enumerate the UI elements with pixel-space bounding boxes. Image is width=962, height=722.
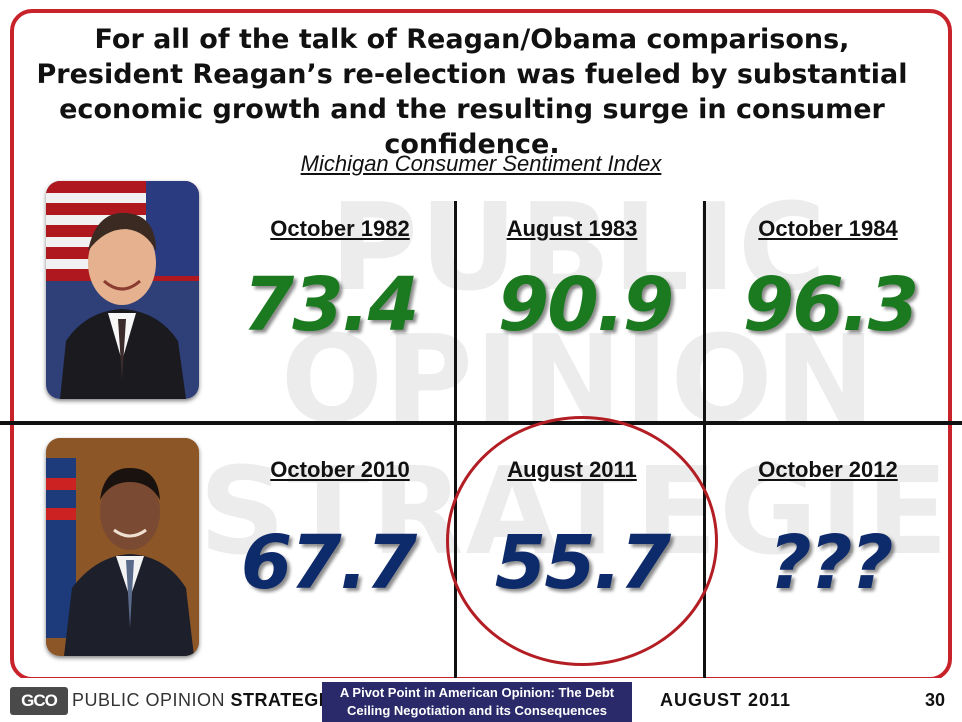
chart-subtitle: Michigan Consumer Sentiment Index: [300, 151, 662, 176]
divider-vertical-2: [703, 201, 706, 681]
reagan-value-2: 90.9: [497, 262, 675, 348]
obama-value-1: 67.7: [240, 520, 418, 606]
reagan-photo: [46, 181, 199, 399]
footer-title-line2: Ceiling Negotiation and its Consequences: [346, 703, 608, 718]
obama-label-1: October 2010: [270, 457, 410, 482]
brand-name: PUBLIC OPINION STRATEGIES: [72, 690, 349, 711]
reagan-label-1: October 1982: [270, 216, 410, 241]
footer-title: A Pivot Point in American Opinion: The D…: [322, 682, 632, 722]
divider-vertical-1: [454, 201, 457, 681]
footer-date: AUGUST 2011: [660, 690, 792, 710]
footer-title-line1: A Pivot Point in American Opinion: The D…: [339, 685, 615, 700]
headline: For all of the talk of Reagan/Obama comp…: [36, 24, 908, 160]
divider-horizontal: [0, 421, 962, 425]
logo-icon: GCO: [10, 687, 68, 715]
brand-left: PUBLIC OPINION: [72, 690, 226, 710]
brand-right: STRATEGIES: [230, 690, 350, 710]
reagan-value-1: 73.4: [242, 262, 420, 348]
highlight-circle: [446, 416, 718, 666]
reagan-label-3: October 1984: [758, 216, 898, 241]
reagan-portrait-icon: [46, 181, 199, 399]
reagan-value-3: 96.3: [742, 262, 920, 348]
obama-value-3: ???: [768, 520, 894, 606]
obama-label-3: October 2012: [758, 457, 898, 482]
obama-portrait-icon: [46, 438, 199, 656]
obama-photo: [46, 438, 199, 656]
reagan-label-2: August 1983: [506, 216, 638, 241]
page-number: 30: [924, 690, 945, 710]
